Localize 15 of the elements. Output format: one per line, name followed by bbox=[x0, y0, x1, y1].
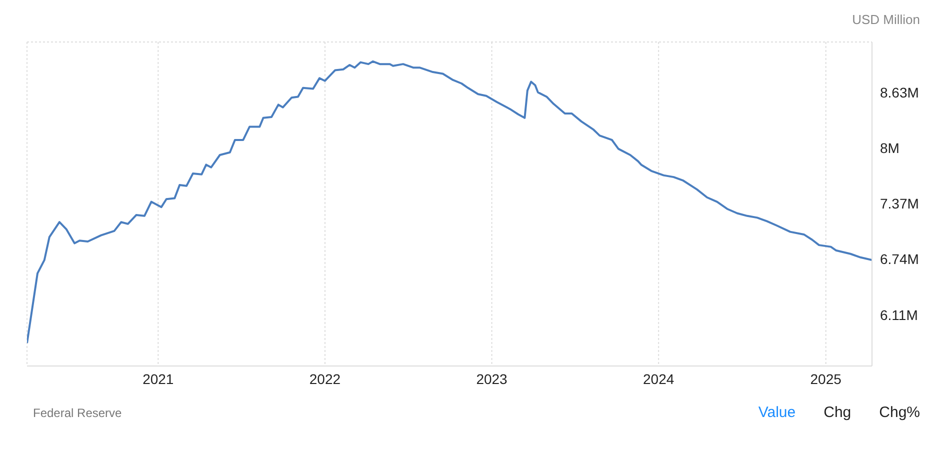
y-axis-title: USD Million bbox=[852, 12, 920, 27]
line-series bbox=[27, 60, 872, 344]
y-tick-label: 8.63M bbox=[880, 84, 919, 100]
x-tick-label: 2025 bbox=[810, 370, 842, 387]
text: Federal Reserve bbox=[33, 406, 122, 420]
view-toggle-button[interactable]: Chg% bbox=[879, 404, 920, 421]
y-tick-label: 8M bbox=[880, 140, 900, 156]
x-tick-label: 2024 bbox=[643, 370, 674, 387]
x-tick-label: 2022 bbox=[309, 370, 341, 387]
x-tick-label: 2023 bbox=[476, 370, 508, 387]
y-tick-label: 7.37M bbox=[880, 196, 919, 212]
view-toggle-button[interactable]: Chg bbox=[824, 404, 852, 421]
y-tick-label: 6.11M bbox=[880, 306, 918, 323]
y-tick-label: 6.74M bbox=[880, 251, 919, 268]
x-tick-label: 2021 bbox=[142, 370, 174, 387]
